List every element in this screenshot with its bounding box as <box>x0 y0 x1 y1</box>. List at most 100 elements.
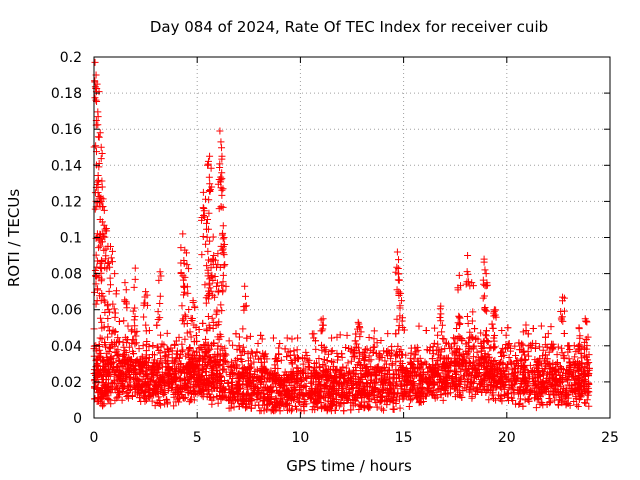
data-point <box>241 292 249 300</box>
data-point <box>142 288 150 296</box>
data-point <box>262 350 270 358</box>
data-point <box>208 382 216 390</box>
data-point <box>394 342 402 350</box>
data-point <box>157 331 165 339</box>
data-point <box>131 304 139 312</box>
data-point <box>356 324 364 332</box>
data-point <box>205 281 213 289</box>
data-point <box>548 340 556 348</box>
data-point <box>185 398 193 406</box>
data-point <box>204 247 212 255</box>
data-point <box>204 313 212 320</box>
data-point <box>370 335 378 343</box>
data-point <box>397 380 405 388</box>
data-point <box>462 347 470 355</box>
data-point <box>331 406 339 414</box>
data-point <box>223 358 231 366</box>
data-point <box>278 398 286 406</box>
data-point <box>557 344 565 352</box>
data-point <box>264 384 272 392</box>
data-point <box>133 327 141 335</box>
data-point <box>206 180 214 188</box>
data-point <box>329 394 337 402</box>
data-point <box>282 401 290 409</box>
data-point <box>396 357 404 365</box>
data-point <box>264 390 272 398</box>
data-point <box>526 361 534 369</box>
data-point <box>542 377 550 385</box>
data-point <box>127 356 135 364</box>
data-point <box>214 399 222 407</box>
data-point <box>162 357 170 365</box>
data-point <box>202 348 210 356</box>
data-point <box>547 383 555 391</box>
data-point <box>509 381 517 389</box>
data-point <box>367 371 375 379</box>
data-point <box>426 379 434 387</box>
data-point <box>405 403 413 411</box>
data-point <box>131 376 139 384</box>
data-point <box>189 347 197 355</box>
data-point <box>411 351 419 359</box>
data-point <box>505 340 513 347</box>
data-point <box>258 373 266 381</box>
data-point <box>235 385 243 393</box>
data-point <box>131 275 139 283</box>
data-point <box>192 389 200 397</box>
data-point <box>95 292 103 300</box>
data-point <box>233 393 241 401</box>
data-point <box>231 356 239 364</box>
data-point <box>177 244 185 252</box>
data-point <box>310 360 318 368</box>
data-point <box>295 399 303 407</box>
data-point <box>481 303 489 311</box>
data-point <box>482 270 490 278</box>
data-point <box>218 169 226 177</box>
data-point <box>521 365 529 373</box>
data-point <box>259 366 267 374</box>
data-point <box>553 351 561 359</box>
data-point <box>144 364 152 372</box>
data-point <box>105 348 113 356</box>
data-point <box>381 357 389 365</box>
data-point <box>314 404 322 412</box>
data-point <box>525 397 533 405</box>
data-point <box>455 312 463 320</box>
data-point <box>181 246 189 254</box>
data-point <box>183 261 191 269</box>
data-point <box>469 282 477 290</box>
data-point <box>372 399 380 407</box>
data-point <box>425 363 433 371</box>
data-point <box>150 358 158 366</box>
data-point <box>333 390 341 398</box>
data-point <box>582 399 590 407</box>
data-point <box>198 216 206 224</box>
data-point <box>463 278 471 286</box>
data-point <box>448 375 456 383</box>
data-point <box>95 88 103 96</box>
data-point <box>149 373 157 381</box>
data-point <box>342 343 350 351</box>
data-point <box>533 362 541 370</box>
data-point <box>441 355 449 363</box>
data-point <box>410 355 418 363</box>
data-point <box>392 358 400 366</box>
data-point <box>500 368 508 376</box>
data-point <box>217 138 225 146</box>
data-point <box>394 270 402 278</box>
data-point <box>581 315 589 323</box>
data-point <box>104 368 112 376</box>
data-point <box>165 365 173 373</box>
data-point <box>576 360 584 368</box>
data-point <box>317 387 325 395</box>
data-point <box>396 289 404 297</box>
data-point <box>94 180 102 188</box>
data-point <box>282 385 290 393</box>
data-point <box>490 343 498 351</box>
data-point <box>245 376 253 384</box>
data-point <box>162 395 170 403</box>
data-point <box>257 331 265 339</box>
data-point <box>388 343 396 351</box>
data-point <box>244 350 252 358</box>
data-point <box>148 397 156 405</box>
